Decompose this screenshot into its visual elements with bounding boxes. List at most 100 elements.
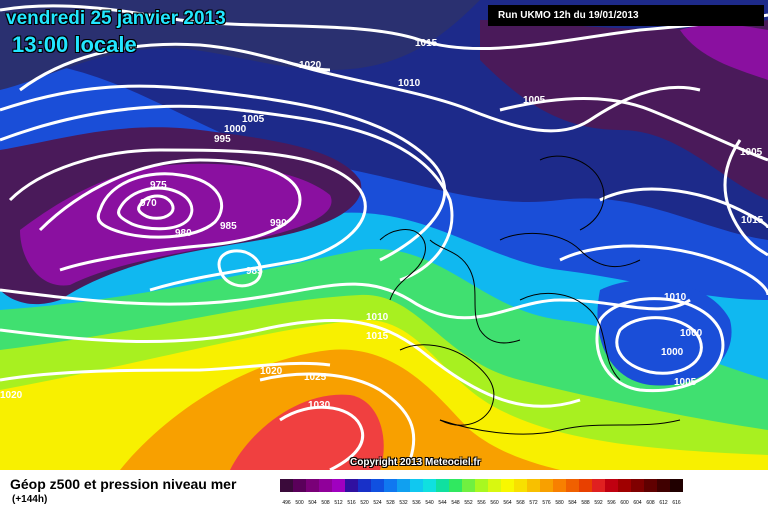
scale-label: 548: [451, 500, 460, 506]
scale-swatch: [371, 479, 384, 492]
isobar-label: 1015: [741, 215, 764, 226]
scale-label: 576: [542, 500, 551, 506]
scale-swatch: [462, 479, 475, 492]
scale-label: 560: [490, 500, 499, 506]
isobar-1010-mid: [0, 282, 691, 320]
forecast-date: vendredi 25 janvier 2013: [6, 8, 226, 29]
scale-swatch: [397, 479, 410, 492]
scale-label: 564: [503, 500, 512, 506]
scale-label: 596: [607, 500, 616, 506]
isobar-985-small: [217, 249, 263, 288]
scale-label: 616: [672, 500, 681, 506]
geopotential-map: [0, 0, 768, 470]
map-area: 1015 1020 1010 1005 1000 995 975 970 980…: [0, 0, 768, 470]
scale-swatch: [332, 479, 345, 492]
isobar-label: 995: [214, 134, 231, 145]
scale-label: 612: [659, 500, 668, 506]
scale-swatch: [631, 479, 644, 492]
isobar-label: 1010: [664, 292, 687, 303]
scale-swatch: [501, 479, 514, 492]
isobar-label: 1000: [680, 328, 703, 339]
scale-label: 568: [516, 500, 525, 506]
band-dark-navy-north: [0, 0, 480, 90]
scale-swatch: [293, 479, 306, 492]
run-info-box: [488, 5, 764, 26]
scale-label: 608: [646, 500, 655, 506]
scale-label: 528: [386, 500, 395, 506]
isobar-1030: [279, 405, 365, 470]
isobar-label: 1010: [398, 78, 421, 89]
isobars: [0, 4, 768, 470]
isobar-1010-north: [279, 58, 701, 133]
isobar-1020-west: [0, 361, 331, 382]
scale-label: 544: [438, 500, 447, 506]
scale-label: 580: [555, 500, 564, 506]
scale-label: 508: [321, 500, 330, 506]
coastline-uk: [379, 229, 426, 301]
scale-swatch: [423, 479, 436, 492]
scale-swatch: [618, 479, 631, 492]
isobar-970: [137, 194, 175, 220]
coastline-france: [429, 239, 521, 344]
scale-swatch: [345, 479, 358, 492]
isobar-1000: [0, 84, 447, 262]
isobar-label: 985: [246, 266, 263, 277]
scale-label: 516: [347, 500, 356, 506]
coastline-italy: [519, 292, 621, 381]
scale-label: 588: [581, 500, 590, 506]
scale-label: 496: [282, 500, 291, 506]
scale-label: 604: [633, 500, 642, 506]
scale-label: 540: [425, 500, 434, 506]
isobar-1000-balkan: [615, 316, 703, 375]
isobar-1010-east: [559, 244, 768, 296]
isobar-1005: [0, 104, 454, 282]
scale-label: 552: [464, 500, 473, 506]
isobar-1005-east: [723, 139, 768, 257]
scale-label: 572: [529, 500, 538, 506]
forecast-time: 13:00 locale: [12, 32, 137, 57]
scale-label: 532: [399, 500, 408, 506]
coastline-iberia: [399, 344, 495, 426]
isobar-1015-north: [0, 4, 768, 51]
coastline-scandinavia: [539, 155, 605, 231]
coastlines: [379, 155, 681, 435]
isobar-label: 970: [140, 198, 157, 209]
scale-label: 592: [594, 500, 603, 506]
scale-swatch: [644, 479, 657, 492]
isobar-1015-mid: [0, 318, 581, 408]
scale-label: 536: [412, 500, 421, 506]
scale-label: 584: [568, 500, 577, 506]
isobar-1005-ne: [499, 97, 768, 162]
scale-swatch: [540, 479, 553, 492]
legend-title: Géop z500 et pression niveau mer: [10, 476, 237, 492]
copyright-notice: Copyright 2013 Meteociel.fr: [350, 457, 481, 468]
band-magenta-ne: [680, 24, 768, 80]
scale-label: 600: [620, 500, 629, 506]
scale-swatch: [358, 479, 371, 492]
isobar-label: 1015: [415, 38, 438, 49]
isobar-label: 1030: [308, 400, 331, 411]
scale-swatch: [670, 479, 683, 492]
scale-swatch: [384, 479, 397, 492]
isobar-label: 985: [220, 221, 237, 232]
band-purple-northeast: [480, 20, 768, 200]
scale-swatch: [319, 479, 332, 492]
color-scale-labels: 496 500 504 508 512 516 520 524 528 532 536 540 544 5…: [280, 500, 683, 506]
isobar-label: 1020: [260, 366, 283, 377]
scale-swatch: [657, 479, 670, 492]
scale-swatch: [553, 479, 566, 492]
legend-subtitle: (+144h): [12, 494, 48, 505]
coastline-north-africa: [439, 419, 681, 435]
color-scale: [280, 479, 683, 492]
isobar-label: 1000: [661, 347, 684, 358]
scale-label: 500: [295, 500, 304, 506]
scale-swatch: [514, 479, 527, 492]
scale-swatch: [449, 479, 462, 492]
scale-swatch: [592, 479, 605, 492]
scale-swatch: [436, 479, 449, 492]
scale-swatch: [605, 479, 618, 492]
isobar-label: 1020: [0, 390, 23, 401]
isobar-label: 1015: [366, 331, 389, 342]
isobar-995: [8, 148, 367, 292]
